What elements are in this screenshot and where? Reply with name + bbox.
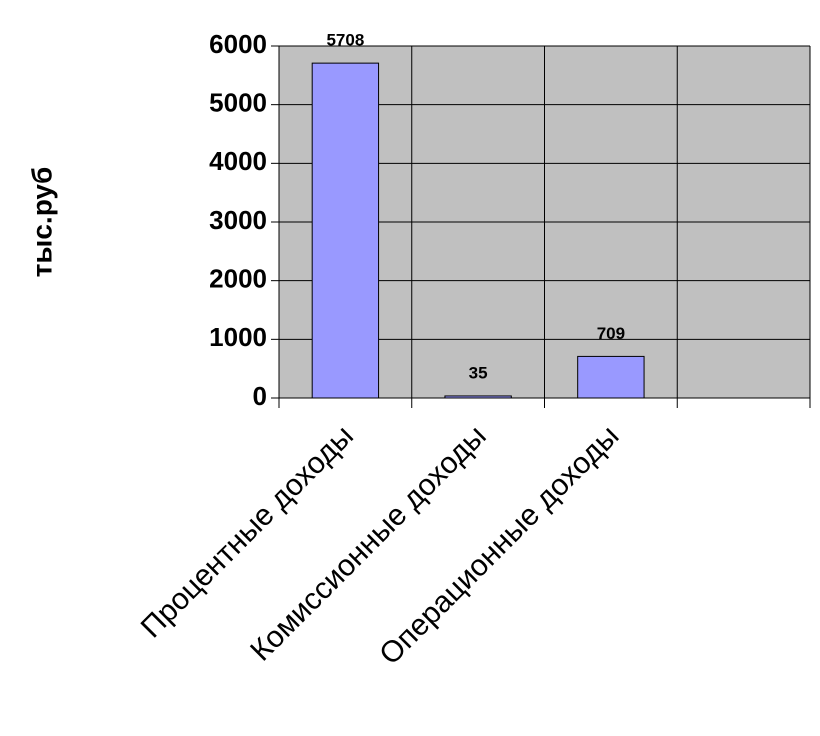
- x-tick-label: Операционные доходы: [373, 419, 625, 671]
- bar: [444, 395, 512, 399]
- y-tick-label: 5000: [209, 88, 267, 118]
- y-tick-label: 4000: [209, 146, 267, 176]
- y-tick-label: 1000: [209, 322, 267, 352]
- x-tick-label: Процентные доходы: [135, 419, 360, 644]
- value-label: 35: [469, 363, 488, 382]
- y-tick-label: 2000: [209, 264, 267, 294]
- value-label: 709: [597, 324, 625, 343]
- bar: [577, 355, 645, 399]
- y-tick-label: 6000: [209, 29, 267, 59]
- y-axis-label: тыс.руб: [26, 167, 57, 278]
- bar: [311, 62, 380, 399]
- y-tick-label: 3000: [209, 205, 267, 235]
- value-label: 5708: [326, 31, 364, 50]
- y-tick-label: 0: [253, 381, 267, 411]
- x-tick-label: Комиссионные доходы: [244, 419, 492, 667]
